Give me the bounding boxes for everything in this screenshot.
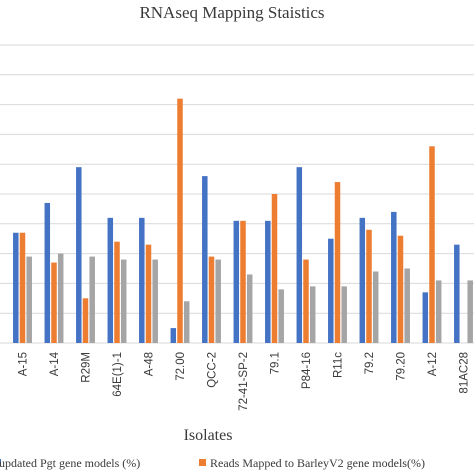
bar-series-1-A-48 — [139, 217, 145, 343]
bar-series-1-A-14 — [44, 202, 51, 343]
x-tick-labels: A-15 A-14 R29M 64E(1)-1 A-48 72.00 QCC-2 72-41-… — [18, 351, 471, 410]
bar-series-3-R11c — [341, 286, 347, 343]
bar-series-3-R29M — [89, 256, 95, 343]
x-tick-label: A-12 — [427, 352, 439, 376]
bar-series-2-A-12 — [429, 146, 435, 343]
bar-series-3-A-14 — [57, 253, 64, 343]
legend-swatch-series-2 — [199, 459, 206, 466]
legend-label-series-1: updated Pgt gene models (%) — [0, 456, 140, 470]
bar-series-3-QCC-2 — [215, 259, 221, 343]
x-tick-label: 72.00 — [175, 352, 187, 381]
x-tick-label: A-14 — [49, 351, 61, 376]
x-tick-label: 81AC28 — [459, 352, 471, 394]
bar-series-1-QCC-2 — [202, 176, 208, 343]
bar-series-1-79.20 — [391, 211, 397, 343]
bar-series-2-A-48 — [145, 244, 152, 343]
bar-series-3-79.20 — [404, 268, 410, 343]
bar-series-2-A-15 — [19, 232, 26, 343]
x-tick-label: A-15 — [18, 352, 30, 376]
bar-series-3-72.00 — [183, 301, 190, 343]
bar-series-2-QCC-2 — [208, 256, 215, 343]
bar-series-2-79.20 — [397, 235, 404, 343]
bar-series-1-64E(1)-1 — [107, 217, 114, 343]
bar-series-2-72.00 — [177, 98, 183, 343]
bar-series-3-A-15 — [26, 256, 32, 343]
bar-series-1-P84-16 — [296, 167, 303, 343]
x-tick-label: 64E(1)-1 — [112, 352, 124, 397]
bar-series-3-72-41-SP-2 — [246, 274, 253, 343]
bar-series-3-A-12 — [435, 280, 442, 343]
bar-series-1-A-12 — [422, 292, 429, 343]
bar-series-2-72-41-SP-2 — [240, 220, 246, 343]
bar-series-1-72.00 — [170, 328, 177, 343]
bar-series-2-64E(1)-1 — [114, 241, 120, 343]
bar-series-3-81AC28 — [467, 280, 473, 343]
legend: updated Pgt gene models (%) Reads Mapped… — [0, 456, 425, 470]
x-tick-label: A-48 — [144, 352, 156, 376]
bar-series-2-79.1 — [271, 194, 278, 343]
bar-series-3-79.2 — [372, 271, 379, 343]
legend-swatch-series-1 — [0, 459, 1, 466]
bar-series-1-81AC28 — [454, 244, 460, 343]
x-axis-label: Isolates — [184, 427, 233, 444]
bar-series-1-72-41-SP-2 — [233, 220, 240, 343]
x-tick-label: 79.1 — [270, 352, 282, 374]
bar-series-1-A-15 — [13, 232, 19, 343]
bar-series-3-79.1 — [278, 289, 284, 343]
x-tick-label: P84-16 — [301, 352, 313, 389]
x-tick-label: QCC-2 — [207, 352, 219, 388]
x-tick-label: 79.20 — [396, 352, 408, 381]
bar-series-2-A-14 — [51, 262, 57, 343]
bar-series-2-79.2 — [366, 229, 372, 343]
chart-title: RNAseq Mapping Staistics — [139, 3, 324, 22]
bar-series-2-R11c — [334, 182, 341, 343]
bar-series-1-R11c — [328, 238, 334, 343]
x-tick-label: 72-41-SP-2 — [238, 352, 250, 411]
x-tick-label: R11c — [333, 352, 345, 378]
x-tick-label: R29M — [81, 352, 93, 383]
bar-series-3-P84-16 — [309, 286, 316, 343]
legend-label-series-2: Reads Mapped to BarleyV2 gene models(%) — [210, 456, 425, 470]
bar-series-2-P84-16 — [303, 259, 309, 343]
bar-series-1-79.1 — [265, 220, 271, 343]
bar-series-2-R29M — [82, 298, 89, 343]
bar-series-1-R29M — [76, 167, 82, 343]
bar-series-1-79.2 — [359, 217, 366, 343]
bars — [13, 98, 473, 343]
x-tick-label: 79.2 — [364, 352, 376, 374]
bar-series-3-64E(1)-1 — [120, 259, 127, 343]
bar-series-3-A-48 — [152, 259, 158, 343]
